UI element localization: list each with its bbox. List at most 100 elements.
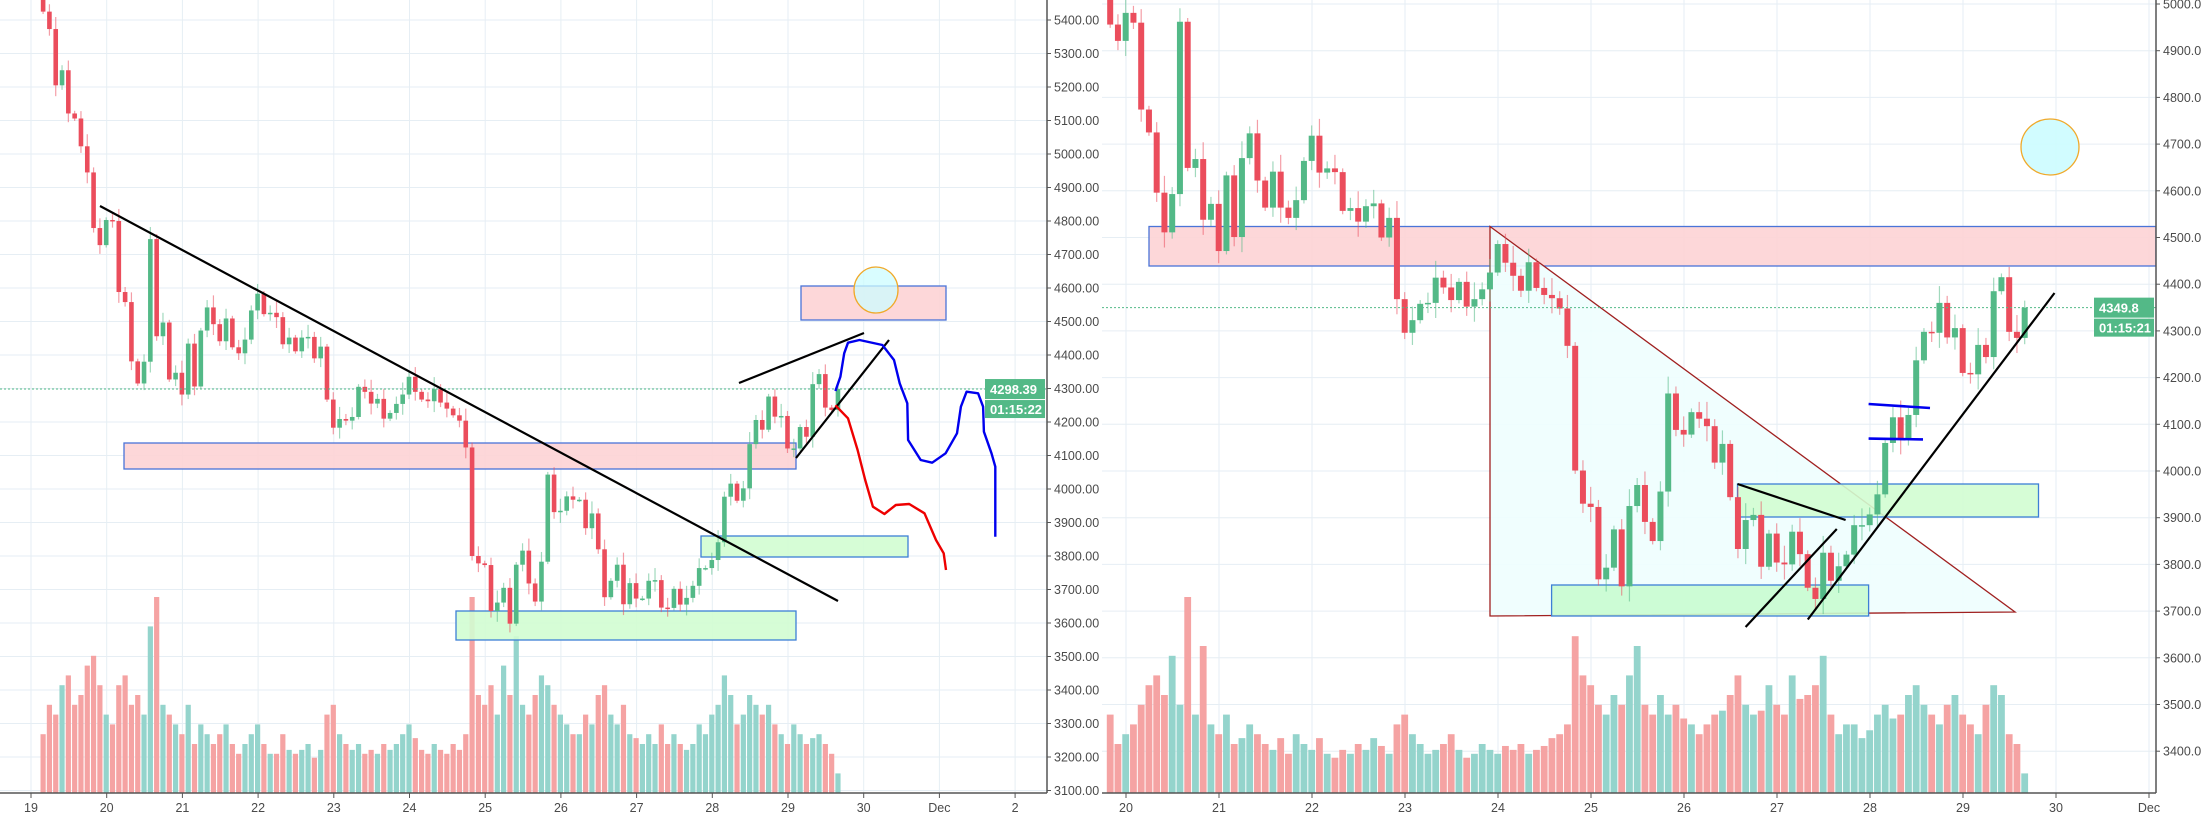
candle-bearish: [1145, 109, 1152, 133]
volume-bar: [1905, 695, 1912, 793]
volume-bar: [816, 734, 822, 793]
volume-bar: [482, 704, 488, 793]
volume-bar: [419, 749, 425, 793]
candle-bearish: [829, 407, 834, 410]
candle-bearish: [230, 318, 235, 348]
candle-bearish: [1153, 132, 1160, 193]
candle-bullish: [198, 330, 204, 387]
volume-bar: [1385, 753, 1393, 793]
volume-bar: [1509, 749, 1517, 793]
right-drawings-zones[interactable]: [1148, 225, 2156, 617]
candle-bullish: [1300, 160, 1307, 201]
volume-bar: [141, 714, 147, 793]
candle-bearish: [1696, 412, 1703, 419]
candle-bullish: [1362, 206, 1369, 222]
candle-bullish: [1858, 525, 1865, 527]
upper-wedge-line[interactable]: [738, 331, 865, 385]
candle-bullish: [1293, 200, 1300, 218]
candle-bullish: [248, 310, 254, 340]
support-zone-lower[interactable]: [455, 610, 797, 641]
volume-bar: [254, 724, 261, 793]
price-axis-label: 3600.00: [2163, 651, 2201, 665]
candle-bearish: [602, 549, 607, 598]
candle-bullish: [1479, 289, 1486, 300]
volume-bar: [1292, 734, 1300, 793]
candle-bullish: [513, 564, 519, 624]
candle-bearish: [312, 336, 317, 359]
candle-bullish: [1820, 552, 1827, 599]
candle-bullish: [577, 499, 582, 502]
candle-bullish: [1424, 302, 1431, 305]
volume-bar: [829, 753, 835, 793]
countdown-badge: [985, 400, 1045, 419]
volume-bar: [570, 734, 576, 793]
candle-bearish: [1564, 308, 1571, 346]
support-zone-upper[interactable]: [700, 535, 909, 558]
volume-bar: [198, 724, 204, 793]
price-axis-label: 4900.00: [1054, 181, 1099, 195]
left-drawings-lines[interactable]: [99, 205, 997, 602]
candle-bullish: [1719, 443, 1726, 463]
candle-bullish: [185, 343, 191, 395]
volume-bar: [1757, 710, 1765, 793]
resistance-zone[interactable]: [1148, 225, 2156, 267]
volume-bar: [1982, 704, 1990, 793]
descending-triangle[interactable]: [1489, 225, 2017, 617]
volume-bar: [1990, 685, 1998, 793]
bearish-scenario-path[interactable]: [834, 404, 948, 571]
volume-bar: [627, 734, 633, 793]
candle-bullish: [1882, 442, 1889, 495]
candle-bullish: [1866, 514, 1873, 526]
target-circle[interactable]: [2020, 118, 2080, 176]
volume-bar: [1672, 704, 1680, 793]
short-rising-line[interactable]: [1744, 528, 1838, 628]
candle-bullish: [715, 542, 721, 561]
candle-bearish: [532, 583, 538, 602]
candle-bearish: [1378, 203, 1385, 238]
volume-bar: [538, 675, 545, 793]
left-drawings-zones[interactable]: [123, 285, 947, 641]
candle-bullish: [349, 416, 355, 421]
candle-bullish: [766, 396, 771, 430]
volume-bar: [835, 773, 841, 793]
candle-bearish: [179, 372, 185, 395]
candle-bullish: [1370, 203, 1377, 207]
candle-bearish: [665, 607, 670, 610]
volume-bar: [1936, 724, 1943, 793]
price-axis-label: 5300.00: [1054, 47, 1099, 61]
price-axis-label: 5100.00: [1054, 114, 1099, 128]
volume-bar: [784, 744, 791, 793]
volume-bar: [1889, 718, 1897, 793]
price-axis-label: 4400.00: [2163, 278, 2201, 292]
candle-bullish: [1843, 554, 1850, 567]
volume-bar: [1184, 597, 1192, 793]
candle-bullish: [1913, 360, 1920, 415]
rising-trend-line[interactable]: [1806, 292, 2056, 621]
date-axis-label: 25: [478, 801, 492, 815]
volume-bar: [46, 704, 53, 793]
downtrend-line[interactable]: [99, 205, 839, 602]
date-axis-label: 30: [2049, 801, 2063, 815]
candle-bearish: [1649, 521, 1656, 542]
volume-bar: [1781, 714, 1788, 793]
volume-bar: [1548, 738, 1556, 793]
right-drawings-lines[interactable]: [1737, 118, 2080, 628]
candle-bullish: [1455, 281, 1462, 301]
candle-bearish: [1184, 21, 1191, 168]
target-circle[interactable]: [853, 266, 899, 314]
volume-bar: [1455, 749, 1463, 793]
flag-lower-line[interactable]: [1868, 437, 1924, 441]
volume-bar: [1478, 744, 1486, 793]
local-downtrend-line[interactable]: [1737, 482, 1846, 522]
date-axis-label: 20: [100, 801, 114, 815]
left-chart-pane[interactable]: 5400.00 5300.00 5200.00 5100.00 5000.00 4900.…: [0, 0, 1099, 815]
resistance-zone[interactable]: [123, 442, 797, 470]
bullish-scenario-path[interactable]: [834, 338, 997, 537]
right-chart-pane[interactable]: 5000.00 4900.00 4800.00 4700.00 4600.00 4500.…: [1102, 0, 2201, 815]
price-axis-label: 4300.00: [2163, 324, 2201, 338]
candle-bearish: [1316, 135, 1323, 173]
rising-trend-line[interactable]: [795, 339, 890, 459]
candle-bullish: [614, 564, 620, 581]
flag-upper-line[interactable]: [1868, 402, 1931, 410]
